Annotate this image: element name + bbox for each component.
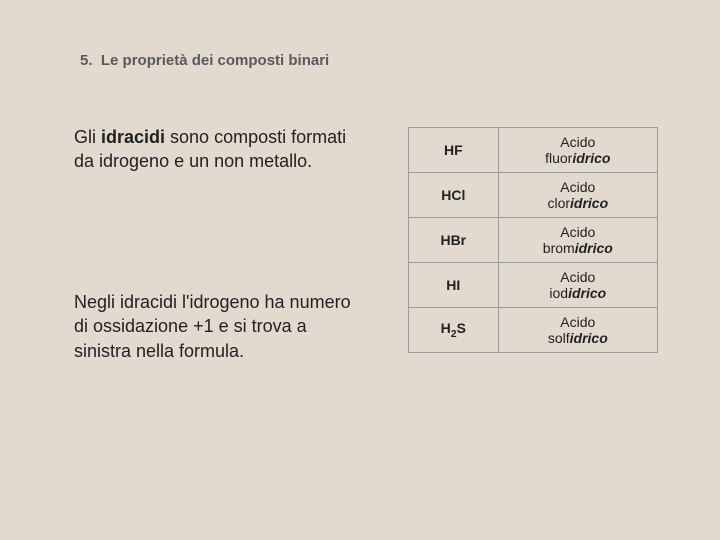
name-italic: idrico	[570, 330, 608, 346]
name-italic: idrico	[568, 285, 606, 301]
formula-cell: H2S	[409, 308, 499, 353]
name-italic: idrico	[575, 240, 613, 256]
formula-cell: HI	[409, 263, 499, 308]
name-cell: Acidofluoridrico	[498, 128, 657, 173]
table-row: HBrAcidobromidrico	[409, 218, 658, 263]
formula-cell: HF	[409, 128, 499, 173]
name-cell: Acidoiodidrico	[498, 263, 657, 308]
para1-bold: idracidi	[101, 127, 165, 147]
section-heading: 5. Le proprietà dei composti binari	[80, 52, 329, 69]
table-row: HFAcidofluoridrico	[409, 128, 658, 173]
acids-table: HFAcidofluoridricoHClAcidocloridricoHBrA…	[408, 127, 658, 353]
table-row: HClAcidocloridrico	[409, 173, 658, 218]
acids-table-body: HFAcidofluoridricoHClAcidocloridricoHBrA…	[409, 128, 658, 353]
table-row: H2SAcidosolfidrico	[409, 308, 658, 353]
para1-pre: Gli	[74, 127, 101, 147]
paragraph-2: Negli idracidi l'idrogeno ha numero di o…	[74, 290, 359, 363]
formula-cell: HBr	[409, 218, 499, 263]
name-cell: Acidosolfidrico	[498, 308, 657, 353]
name-italic: idrico	[570, 195, 608, 211]
formula-cell: HCl	[409, 173, 499, 218]
section-number: 5.	[80, 52, 93, 69]
para2-text: Negli idracidi l'idrogeno ha numero di o…	[74, 292, 351, 361]
name-cell: Acidobromidrico	[498, 218, 657, 263]
section-title: Le proprietà dei composti binari	[101, 52, 329, 69]
table-row: HIAcidoiodidrico	[409, 263, 658, 308]
name-italic: idrico	[572, 150, 610, 166]
paragraph-1: Gli idracidi sono composti formati da id…	[74, 125, 354, 174]
name-cell: Acidocloridrico	[498, 173, 657, 218]
